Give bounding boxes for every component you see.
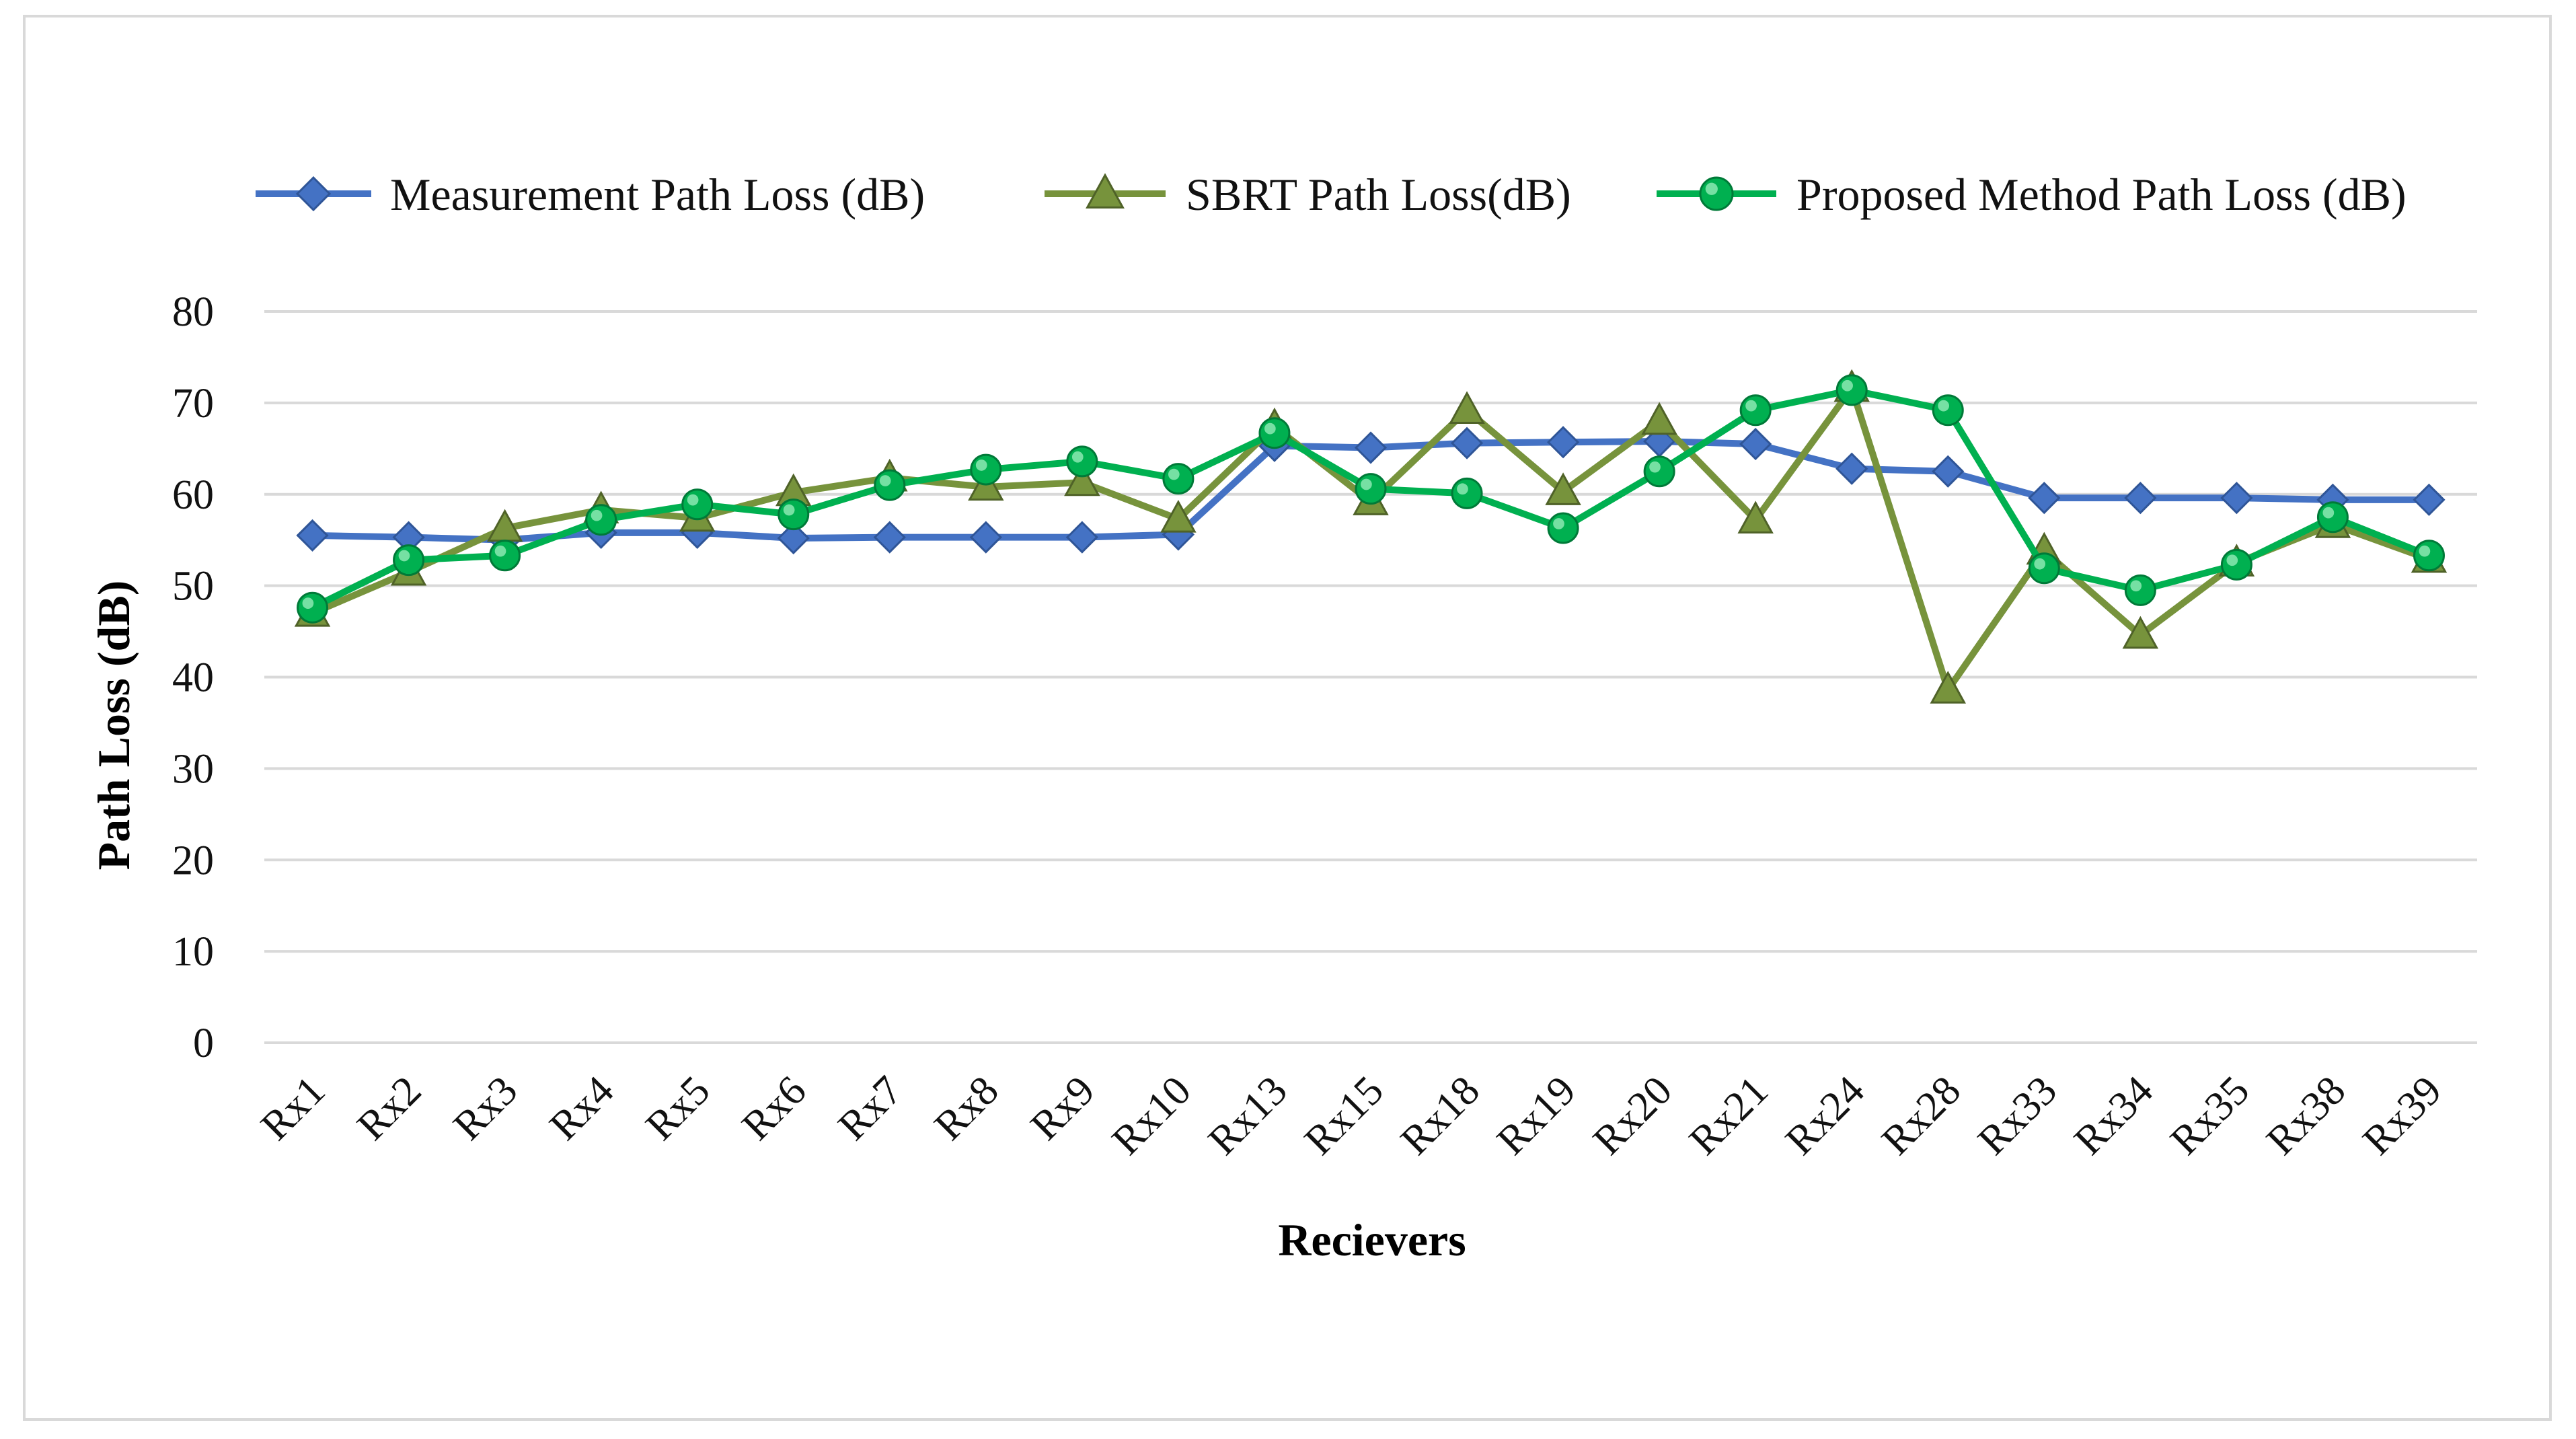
data-point (1643, 455, 1675, 488)
x-tick-label: Rx19 (1488, 1068, 1585, 1164)
legend-label: SBRT Path Loss(dB) (1186, 169, 1571, 220)
data-point (2028, 482, 2061, 515)
data-point (873, 521, 906, 554)
data-point (1258, 417, 1291, 449)
gridlines (264, 310, 2477, 1044)
legend-item: SBRT Path Loss(dB) (1045, 169, 1571, 220)
data-point (777, 521, 810, 555)
data-point (1932, 394, 1964, 427)
x-tick-label: Rx33 (1969, 1068, 2066, 1164)
y-tick-label: 80 (172, 289, 214, 335)
y-tick-label: 10 (172, 929, 214, 975)
legend-label: Measurement Path Loss (dB) (390, 169, 925, 220)
legend-item: Proposed Method Path Loss (dB) (1657, 169, 2407, 220)
data-point (2220, 482, 2253, 515)
data-point (2220, 548, 2252, 581)
data-point (1930, 671, 1966, 704)
data-point (1066, 445, 1098, 478)
data-point (1354, 431, 1388, 464)
x-axis-ticks: Rx1 Rx2 Rx3 Rx4 Rx5 Rx6 Rx7 Rx8 Rx9 Rx10 Rx13 Rx15 R… (252, 1068, 2450, 1164)
x-tick-label: Rx20 (1585, 1068, 1681, 1164)
x-axis-title: Recievers (1278, 1214, 1466, 1265)
x-tick-label: Rx6 (733, 1068, 815, 1149)
y-tick-label: 40 (172, 655, 214, 701)
x-tick-label: Rx9 (1022, 1068, 1104, 1149)
data-point (489, 540, 521, 572)
x-tick-label: Rx10 (1104, 1068, 1200, 1164)
series-triangle (294, 369, 2448, 704)
x-tick-label: Rx8 (926, 1068, 1008, 1149)
data-point (296, 519, 329, 552)
data-point (1065, 521, 1098, 554)
x-tick-label: Rx21 (1681, 1068, 1777, 1164)
x-tick-label: Rx18 (1392, 1068, 1488, 1164)
y-tick-label: 30 (172, 746, 214, 792)
data-point (2124, 482, 2157, 515)
y-tick-label: 60 (172, 472, 214, 518)
legend-marker-triangle (1086, 173, 1125, 209)
x-tick-label: Rx24 (1777, 1068, 1873, 1164)
chart-frame (23, 15, 2552, 1421)
y-tick-label: 50 (172, 564, 214, 610)
data-point (1835, 374, 1868, 406)
data-point (681, 488, 714, 521)
data-point (1547, 512, 1579, 544)
series-circle (297, 374, 2445, 624)
x-tick-label: Rx5 (637, 1068, 718, 1149)
x-tick-label: Rx13 (1200, 1068, 1296, 1164)
legend: Measurement Path Loss (dB) SBRT Path Loss… (256, 169, 2407, 220)
data-point (778, 499, 810, 531)
data-point (969, 521, 1002, 554)
data-point (1641, 402, 1677, 435)
y-tick-label: 70 (172, 381, 214, 427)
data-point (1162, 463, 1195, 495)
data-point (874, 469, 906, 501)
data-point (2028, 552, 2060, 585)
data-point (1546, 426, 1580, 459)
data-point (2122, 616, 2159, 649)
x-tick-label: Rx1 (252, 1068, 334, 1149)
data-point (1450, 427, 1484, 459)
x-tick-label: Rx3 (445, 1068, 526, 1149)
legend-item: Measurement Path Loss (dB) (256, 169, 925, 220)
x-tick-label: Rx38 (2258, 1068, 2354, 1164)
x-tick-label: Rx7 (830, 1068, 911, 1149)
data-point (2124, 574, 2156, 606)
data-point (2316, 501, 2349, 533)
x-tick-label: Rx34 (2066, 1068, 2162, 1164)
data-point (297, 591, 329, 624)
data-point (585, 504, 617, 536)
legend-label: Proposed Method Path Loss (dB) (1796, 169, 2407, 220)
data-point (2413, 483, 2446, 517)
x-tick-label: Rx35 (2162, 1068, 2258, 1164)
x-tick-label: Rx39 (2354, 1068, 2450, 1164)
data-point (1739, 427, 1772, 461)
data-point (1545, 472, 1581, 505)
y-tick-label: 0 (193, 1021, 214, 1066)
y-tick-label: 20 (172, 838, 214, 883)
data-point (1160, 500, 1197, 533)
y-axis-ticks: 0 10 20 30 40 50 60 70 80 (172, 289, 214, 1066)
data-point (1737, 501, 1774, 533)
data-point (393, 544, 425, 577)
y-axis-title: Path Loss (dB) (88, 581, 139, 871)
data-point (1932, 455, 1965, 488)
data-point (1064, 463, 1100, 496)
data-point (970, 453, 1002, 486)
data-point (2413, 540, 2445, 572)
x-tick-label: Rx2 (348, 1068, 430, 1149)
x-tick-label: Rx28 (1873, 1068, 1969, 1164)
data-point (1739, 394, 1772, 427)
data-point (1449, 391, 1485, 424)
x-tick-label: Rx15 (1296, 1068, 1392, 1164)
data-point (1451, 477, 1483, 509)
legend-marker-circle (1699, 176, 1734, 211)
series-lines (294, 369, 2448, 704)
legend-marker-diamond (295, 176, 332, 212)
data-point (1835, 452, 1868, 485)
data-point (1355, 473, 1387, 505)
x-tick-label: Rx4 (541, 1068, 622, 1149)
